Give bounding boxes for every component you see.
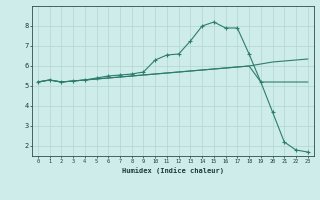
X-axis label: Humidex (Indice chaleur): Humidex (Indice chaleur) <box>122 167 224 174</box>
